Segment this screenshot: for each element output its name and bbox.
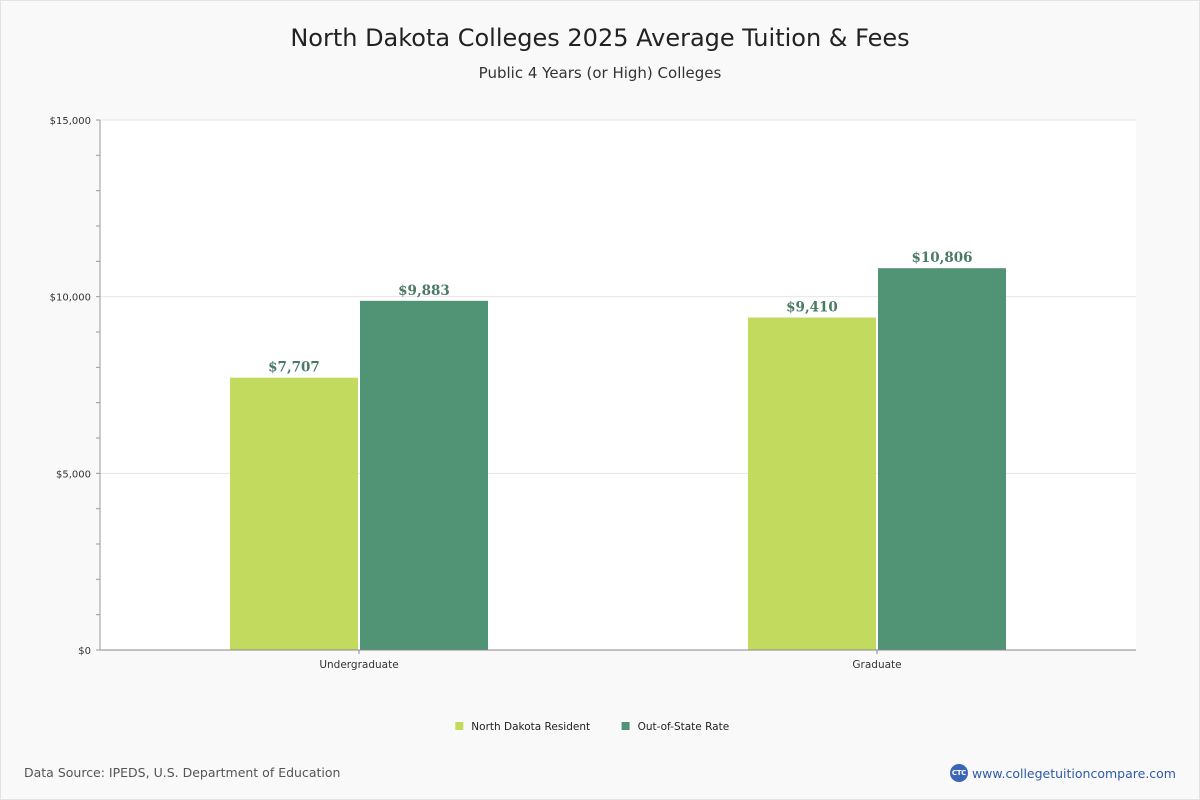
bar — [360, 300, 488, 650]
bars-group: $7,707 $9,883 $9,410 $10,806 — [230, 250, 1006, 650]
bar — [748, 317, 876, 650]
bar-value-label: $9,883 — [398, 283, 450, 299]
bar-value-label: $7,707 — [268, 360, 320, 376]
y-tick-label: $15,000 — [50, 116, 91, 127]
y-tick-label: $0 — [78, 646, 91, 657]
brand-logo-icon: CTC — [949, 764, 968, 782]
y-axis: $0 $5,000 $10,000 $15,000 — [50, 116, 101, 657]
x-tick-label: Undergraduate — [319, 659, 398, 671]
data-source-note: Data Source: IPEDS, U.S. Department of E… — [24, 765, 341, 780]
legend-swatch — [455, 722, 464, 730]
y-tick-label: $10,000 — [50, 293, 91, 304]
x-axis: Undergraduate Graduate — [100, 649, 1136, 671]
legend-swatch — [621, 722, 630, 730]
legend: North Dakota Resident Out-of-State Rate — [455, 721, 729, 733]
legend-label: Out-of-State Rate — [638, 721, 730, 733]
bar-value-label: $9,410 — [786, 300, 838, 316]
bar — [230, 377, 358, 650]
chart-title: North Dakota Colleges 2025 Average Tuiti… — [290, 24, 910, 52]
legend-label: North Dakota Resident — [471, 721, 590, 733]
bar — [878, 268, 1006, 650]
y-tick-label: $5,000 — [56, 469, 91, 480]
bar-value-label: $10,806 — [911, 250, 972, 266]
brand-link[interactable]: CTC www.collegetuitioncompare.com — [949, 764, 1176, 782]
chart-subtitle: Public 4 Years (or High) Colleges — [478, 64, 722, 82]
x-tick-label: Graduate — [852, 659, 901, 671]
brand-url[interactable]: www.collegetuitioncompare.com — [971, 765, 1176, 781]
